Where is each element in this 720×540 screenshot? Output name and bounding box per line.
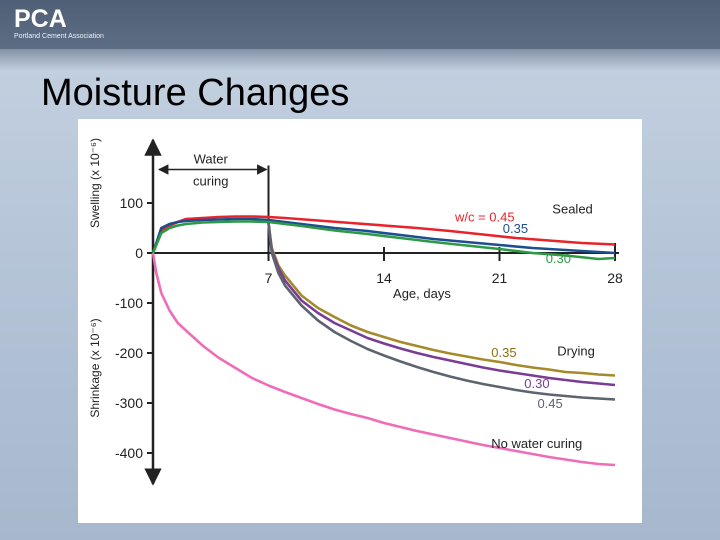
chart-panel: 100 0 -100 -200 -300 -400 7 14 21 28 Age, days Swel… bbox=[78, 119, 642, 523]
x-tick-label: 7 bbox=[265, 270, 273, 286]
y-tick-label: -400 bbox=[115, 445, 143, 461]
y-tick-label: -300 bbox=[115, 395, 143, 411]
header-band bbox=[0, 0, 720, 49]
series-label-drying-035: 0.35 bbox=[491, 345, 516, 360]
group-label-sealed: Sealed bbox=[552, 202, 592, 217]
series-label-no-water-curing: No water curing bbox=[491, 436, 582, 451]
curing-label-line2: curing bbox=[193, 174, 228, 189]
x-axis-label: Age, days bbox=[393, 286, 451, 301]
y-tick-label: -200 bbox=[115, 345, 143, 361]
x-tick-label: 21 bbox=[492, 270, 508, 286]
slide-title: Moisture Changes bbox=[41, 72, 350, 114]
header-shadow bbox=[0, 49, 720, 71]
y-tick-label: 0 bbox=[135, 245, 143, 261]
pca-logo: PCA Portland Cement Association bbox=[14, 6, 104, 41]
series-line-5 bbox=[267, 222, 616, 401]
y-axis-label-shrinkage: Shrinkage (x 10⁻⁶) bbox=[88, 318, 102, 417]
group-label-drying: Drying bbox=[557, 344, 595, 359]
logo-mark-text: PCA bbox=[14, 5, 67, 33]
y-tick-label: 100 bbox=[120, 195, 144, 211]
series-line-3 bbox=[267, 222, 616, 377]
logo-subtitle: Portland Cement Association bbox=[14, 33, 104, 40]
series-line-6 bbox=[151, 252, 616, 467]
series-label-drying-030: 0.30 bbox=[524, 376, 549, 391]
moisture-chart: 100 0 -100 -200 -300 -400 7 14 21 28 Age, days Swel… bbox=[88, 138, 623, 486]
y-tick-label: -100 bbox=[115, 295, 143, 311]
y-axis-label-swelling: Swelling (x 10⁻⁶) bbox=[88, 138, 102, 228]
curing-label-line1: Water bbox=[194, 152, 229, 167]
series-label-sealed-045: w/c = 0.45 bbox=[454, 210, 515, 225]
x-tick-label: 28 bbox=[607, 270, 623, 286]
series-label-sealed-035: 0.35 bbox=[503, 221, 528, 236]
series-line-1 bbox=[151, 217, 616, 255]
series-label-drying-045: 0.45 bbox=[537, 396, 562, 411]
series-line-4 bbox=[267, 222, 616, 387]
x-tick-label: 14 bbox=[376, 270, 392, 286]
series-label-sealed-030: 0.30 bbox=[546, 251, 571, 266]
series-line-2 bbox=[151, 220, 616, 261]
logo-mark: PCA bbox=[14, 6, 104, 32]
